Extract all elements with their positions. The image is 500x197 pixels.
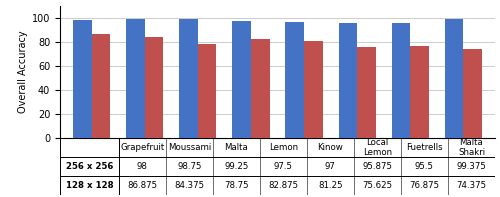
Text: Moussami: Moussami: [168, 143, 211, 152]
Text: 99.25: 99.25: [224, 162, 248, 171]
Text: 98: 98: [137, 162, 147, 171]
Text: Fuetrells: Fuetrells: [406, 143, 443, 152]
Text: 81.25: 81.25: [318, 181, 342, 190]
Text: 84.375: 84.375: [174, 181, 204, 190]
Text: Local
Lemon: Local Lemon: [363, 138, 392, 157]
Text: Lemon: Lemon: [269, 143, 298, 152]
Bar: [145, 37, 164, 138]
Bar: [286, 21, 304, 138]
Y-axis label: Overall Accuracy: Overall Accuracy: [18, 31, 28, 113]
Text: 78.75: 78.75: [224, 181, 248, 190]
Text: 256 x 256: 256 x 256: [66, 162, 113, 171]
Text: 95.5: 95.5: [415, 162, 434, 171]
Bar: [357, 47, 376, 138]
Text: Malta
Shakri: Malta Shakri: [458, 138, 485, 157]
Bar: [392, 23, 410, 138]
Text: 95.875: 95.875: [362, 162, 392, 171]
Text: 97: 97: [325, 162, 336, 171]
Text: Malta: Malta: [224, 143, 248, 152]
Text: 82.875: 82.875: [268, 181, 298, 190]
Bar: [304, 41, 322, 138]
Bar: [198, 44, 216, 138]
Bar: [463, 49, 481, 138]
Bar: [444, 19, 463, 138]
Text: Kinow: Kinow: [318, 143, 344, 152]
Text: 75.625: 75.625: [362, 181, 392, 190]
Bar: [232, 21, 251, 138]
Text: 98.75: 98.75: [177, 162, 202, 171]
Bar: [180, 19, 198, 138]
Text: Grapefruit: Grapefruit: [120, 143, 164, 152]
Bar: [126, 20, 145, 138]
Text: 74.375: 74.375: [456, 181, 486, 190]
Bar: [74, 20, 92, 138]
Text: 128 x 128: 128 x 128: [66, 181, 113, 190]
Text: 99.375: 99.375: [456, 162, 486, 171]
Text: 86.875: 86.875: [127, 181, 158, 190]
Bar: [92, 34, 110, 138]
Bar: [251, 39, 270, 138]
Bar: [338, 23, 357, 138]
Text: 97.5: 97.5: [274, 162, 293, 171]
Text: 76.875: 76.875: [410, 181, 440, 190]
Bar: [410, 46, 428, 138]
